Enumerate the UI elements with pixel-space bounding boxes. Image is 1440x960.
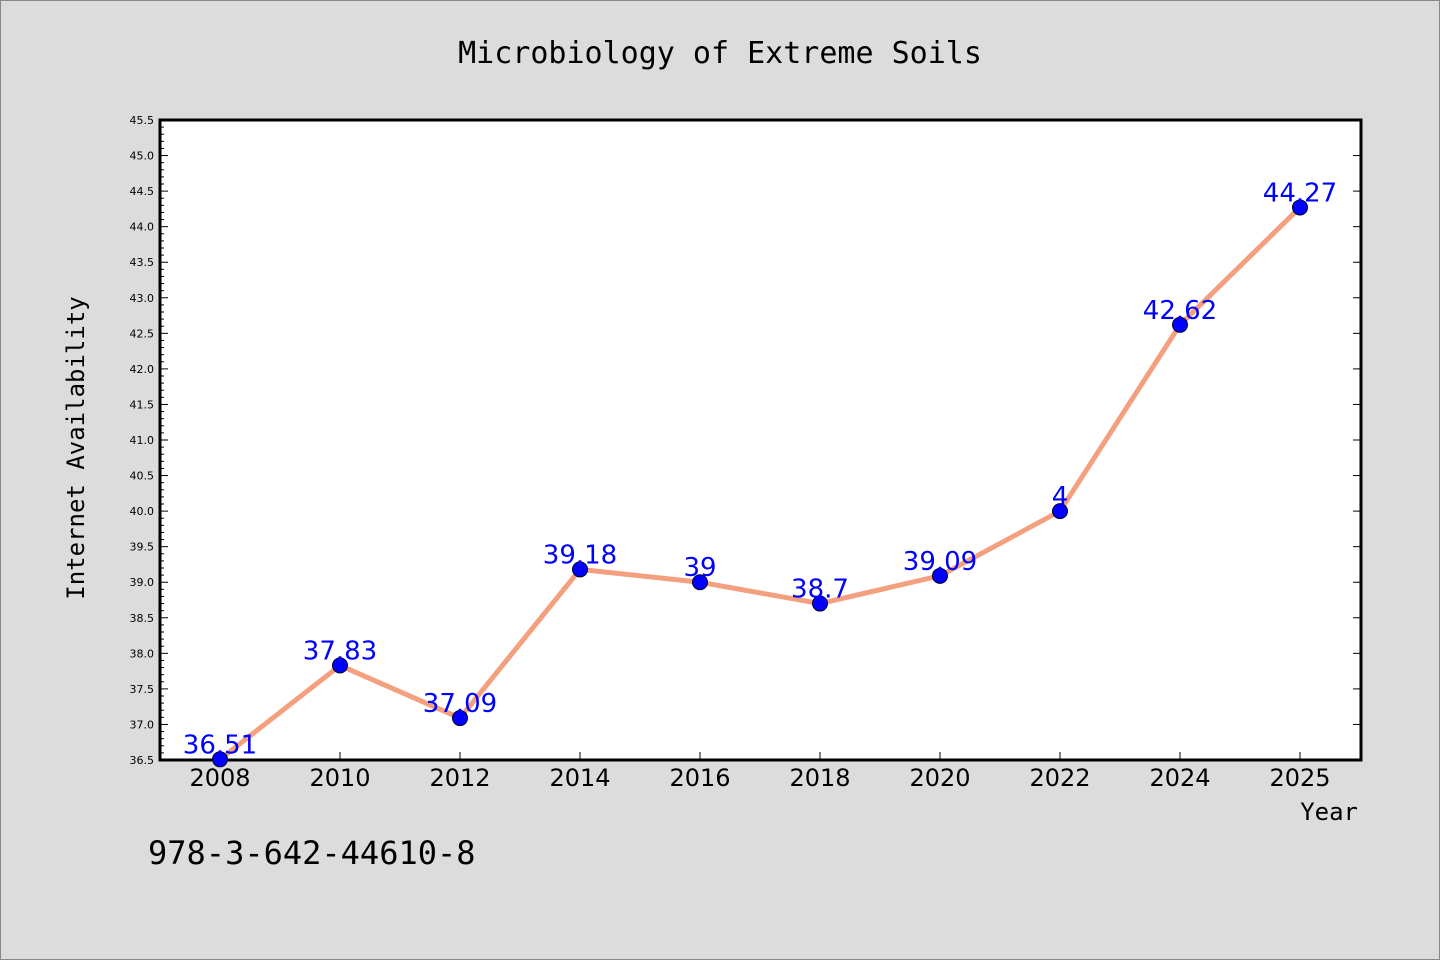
y-tick-label: 45.5 (130, 114, 155, 127)
data-point (812, 595, 828, 612)
data-point (1052, 503, 1068, 520)
data-labels-group: 36.51 37.83 37.09 39.18 39 38.7 39.09 4 42.62 44.… (183, 178, 1337, 760)
x-tick-label: 2018 (789, 764, 850, 792)
data-point (452, 710, 468, 727)
y-tick-label: 38.5 (130, 612, 155, 625)
data-label: 37.83 (303, 636, 377, 666)
data-label: 39 (683, 553, 716, 583)
y-tick-label: 39.5 (130, 541, 155, 554)
y-tick-label: 36.5 (130, 754, 155, 767)
chart-title: Microbiology of Extreme Soils (458, 36, 982, 71)
x-tick-label: 2025 (1269, 764, 1330, 792)
y-tick-label: 39.0 (130, 576, 155, 589)
series-line-group (212, 199, 1308, 768)
y-axis: 36.5 37.0 37.5 38.0 38.5 39.0 39.5 40.0 40.5 41.0… (130, 114, 1361, 767)
y-tick-label: 43.0 (130, 292, 155, 305)
data-label: 39.09 (903, 547, 977, 577)
data-label: 44.27 (1263, 178, 1337, 208)
x-tick-label: 2020 (909, 764, 970, 792)
plot-area (158, 118, 1363, 762)
y-tick-label: 43.5 (130, 256, 155, 269)
data-label: 36.51 (183, 730, 257, 760)
data-point (212, 751, 228, 768)
y-tick-label: 38.0 (130, 647, 155, 660)
series-line (218, 205, 1302, 762)
x-tick-label: 2012 (429, 764, 490, 792)
data-label: 38.7 (791, 575, 849, 605)
x-axis: 2008 2010 2012 2014 2016 2018 2020 2022 2024 2025 (189, 752, 1331, 792)
data-point (932, 567, 948, 584)
y-tick-label: 37.0 (130, 718, 155, 731)
x-tick-label: 2016 (669, 764, 730, 792)
x-axis-label: Year (1300, 798, 1358, 826)
data-label: 42.62 (1143, 296, 1217, 326)
y-tick-label: 44.0 (130, 221, 155, 234)
y-tick-label: 40.0 (130, 505, 155, 518)
y-tick-label: 37.5 (130, 683, 155, 696)
data-point (692, 574, 708, 591)
data-point (1172, 316, 1188, 333)
y-tick-label: 44.5 (130, 185, 155, 198)
y-tick-label: 42.5 (130, 327, 155, 340)
x-tick-label: 2024 (1149, 764, 1210, 792)
data-point (1292, 199, 1308, 216)
y-tick-label: 41.5 (130, 398, 155, 411)
data-label: 39.18 (543, 540, 617, 570)
y-axis-label: Internet Availability (62, 296, 90, 599)
data-label: 4 (1052, 482, 1069, 512)
y-tick-label: 41.0 (130, 434, 155, 447)
y-tick-label: 42.0 (130, 363, 155, 376)
data-point (572, 561, 588, 578)
y-tick-label: 40.5 (130, 470, 155, 483)
x-tick-label: 2008 (189, 764, 250, 792)
y-tick-label: 45.0 (130, 150, 155, 163)
data-label: 37.09 (423, 689, 497, 719)
data-point (332, 657, 348, 674)
x-tick-label: 2010 (309, 764, 370, 792)
x-tick-label: 2022 (1029, 764, 1090, 792)
isbn-footnote: 978-3-642-44610-8 (148, 834, 476, 872)
x-tick-label: 2014 (549, 764, 610, 792)
